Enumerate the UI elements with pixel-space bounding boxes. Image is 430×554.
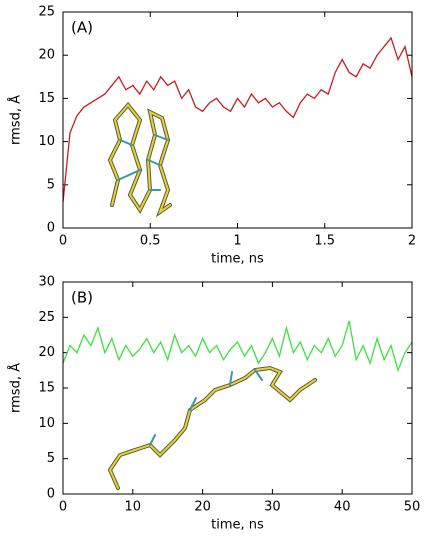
x-tick-label: 1 bbox=[233, 234, 241, 249]
x-tick-label: 0 bbox=[59, 500, 67, 515]
molecule-b bbox=[107, 365, 317, 490]
y-tick-label: 25 bbox=[38, 310, 55, 325]
y-tick-label: 20 bbox=[38, 48, 55, 63]
x-tick-label: 1.5 bbox=[314, 234, 335, 249]
x-tick-label: 10 bbox=[125, 500, 142, 515]
x-axis-label: time, ns bbox=[211, 252, 264, 267]
y-tick-label: 0 bbox=[47, 487, 55, 502]
y-tick-label: 10 bbox=[38, 416, 55, 431]
data-line bbox=[62, 320, 413, 373]
y-axis-label: rmsd, Å bbox=[8, 363, 24, 413]
x-tick-label: 20 bbox=[194, 500, 211, 515]
molecule-a bbox=[107, 101, 172, 218]
y-tick-label: 15 bbox=[38, 91, 55, 106]
x-tick-label: 0 bbox=[59, 234, 67, 249]
panel-label: (B) bbox=[71, 289, 93, 307]
x-tick-label: 30 bbox=[264, 500, 281, 515]
y-tick-label: 20 bbox=[38, 345, 55, 360]
y-tick-label: 25 bbox=[38, 5, 55, 20]
x-tick-label: 2 bbox=[408, 234, 416, 249]
y-tick-label: 5 bbox=[47, 177, 55, 192]
data-line bbox=[62, 36, 413, 203]
y-axis-label: rmsd, Å bbox=[8, 95, 24, 145]
y-tick-label: 5 bbox=[47, 451, 55, 466]
x-tick-label: 50 bbox=[404, 500, 421, 515]
x-tick-label: 0.5 bbox=[140, 234, 161, 249]
plot-frame bbox=[62, 11, 413, 229]
y-tick-label: 0 bbox=[47, 221, 55, 236]
plot-frame bbox=[62, 281, 413, 495]
panel-label: (A) bbox=[71, 19, 93, 37]
y-tick-label: 30 bbox=[38, 275, 55, 290]
y-tick-label: 15 bbox=[38, 381, 55, 396]
y-tick-label: 10 bbox=[38, 134, 55, 149]
x-axis-label: time, ns bbox=[211, 518, 264, 533]
x-tick-label: 40 bbox=[334, 500, 351, 515]
